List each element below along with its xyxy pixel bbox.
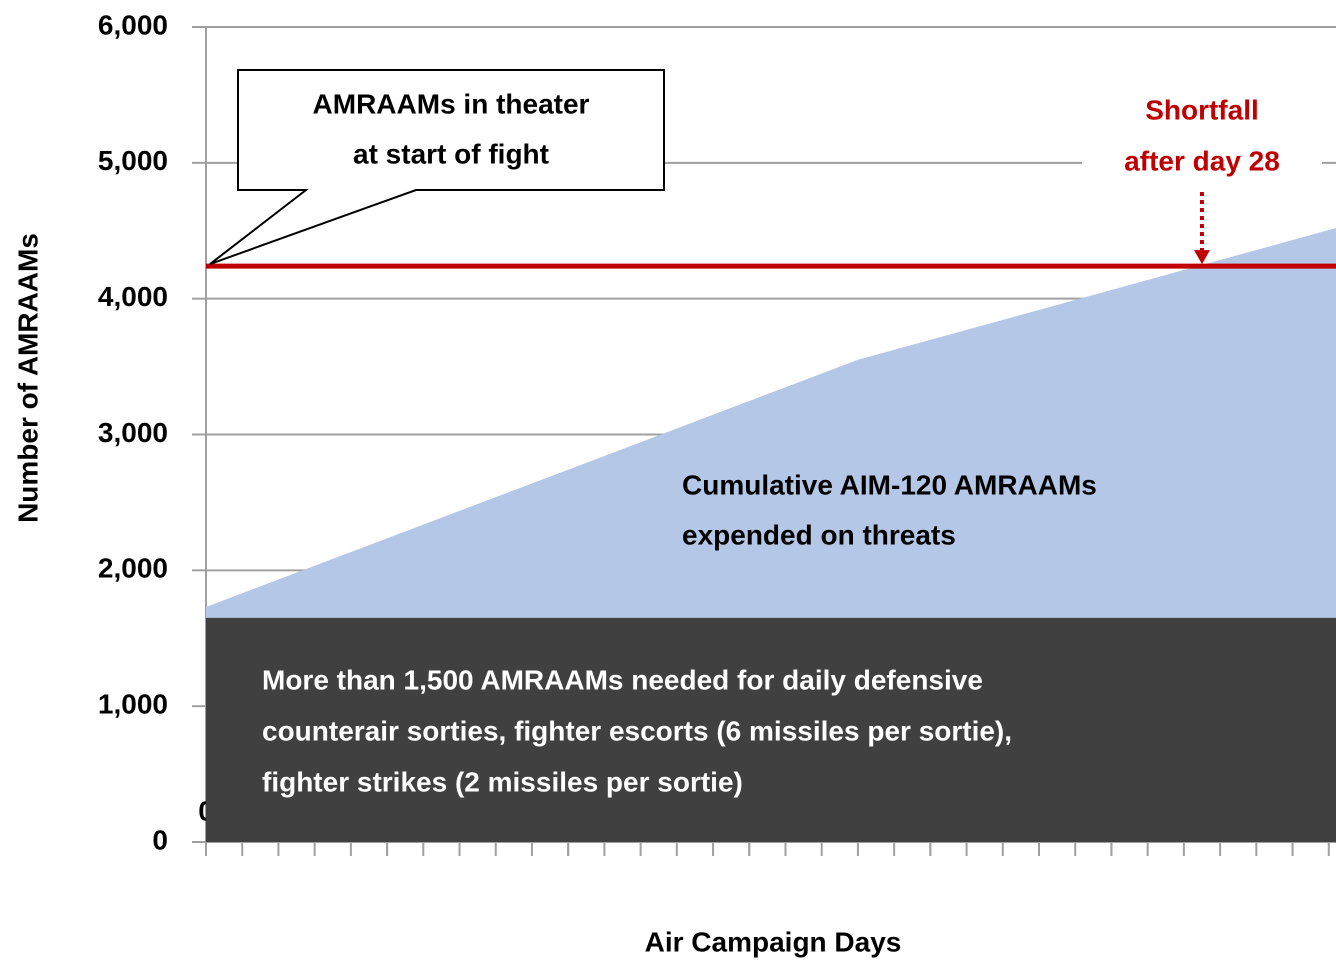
base-label: counterair sorties, fighter escorts (6 m…: [262, 715, 1012, 746]
callout-label: AMRAAMs in theater: [313, 88, 590, 119]
y-tick-label: 4,000: [98, 281, 168, 312]
callout-label: at start of fight: [353, 138, 549, 169]
base-label: fighter strikes (2 missiles per sortie): [262, 766, 743, 797]
base-block: [206, 617, 1336, 842]
base-label: More than 1,500 AMRAAMs needed for daily…: [262, 664, 983, 695]
shortfall-label: Shortfall: [1145, 94, 1259, 125]
shortfall-arrowhead: [1193, 250, 1210, 265]
y-tick-label: 3,000: [98, 417, 168, 448]
marks: [206, 228, 1336, 843]
y-tick-label: 5,000: [98, 145, 168, 176]
y-tick-label: 1,000: [98, 689, 168, 720]
y-tick-label: 0: [152, 824, 168, 855]
shortfall-label: after day 28: [1124, 145, 1280, 176]
y-tick-label: 2,000: [98, 553, 168, 584]
area-label: Cumulative AIM-120 AMRAAMs: [682, 469, 1097, 500]
area-label: expended on threats: [682, 519, 956, 550]
shortfall-bg: [1081, 140, 1322, 186]
y-axis-label: Number of AMRAAMs: [12, 233, 43, 523]
annotations: More than 1,500 AMRAAMs needed for daily…: [209, 69, 1322, 797]
x-axis-label: Air Campaign Days: [645, 926, 902, 957]
callout-box: [209, 69, 665, 266]
y-tick-label: 6,000: [98, 9, 168, 40]
